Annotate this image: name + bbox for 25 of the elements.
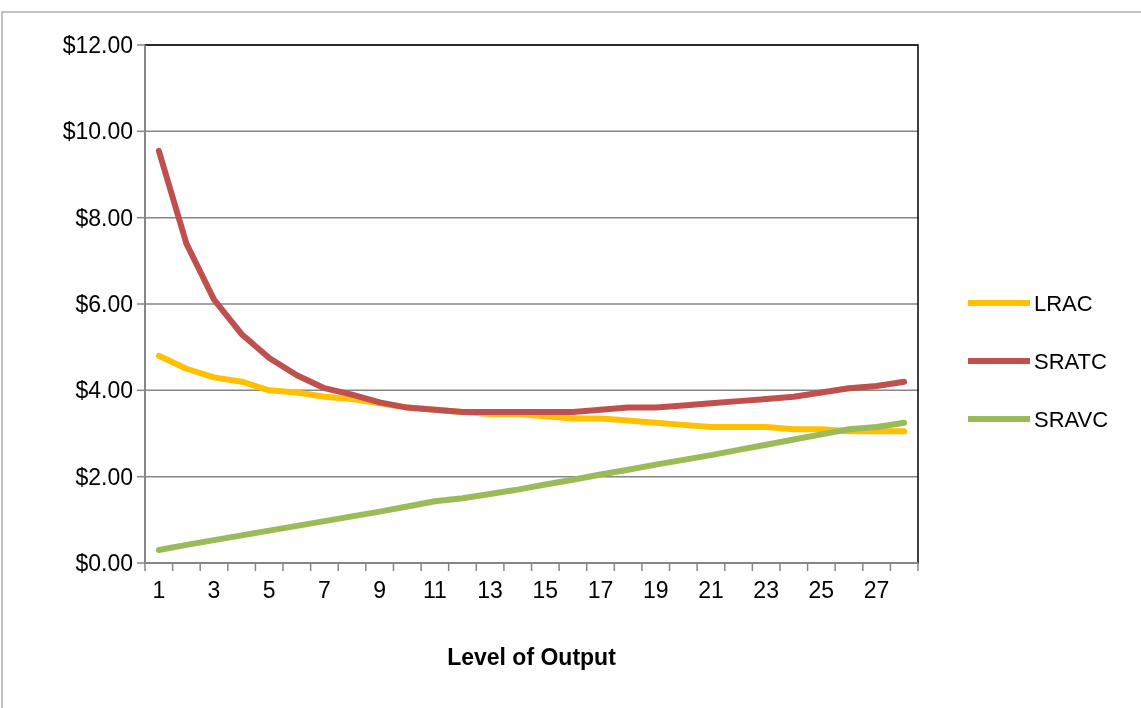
legend-label: SRAVC [1034,406,1109,432]
y-tick-label: $0.00 [75,550,133,577]
y-tick-label: $2.00 [75,463,133,490]
x-tick-label: 3 [207,577,221,603]
x-tick-label: 27 [863,577,890,603]
y-tick-label: $6.00 [75,291,133,318]
x-axis-title: Level of Output [447,644,617,670]
x-tick-label: 11 [422,577,447,603]
x-tick-label: 17 [587,577,614,603]
y-tick-label: $8.00 [75,204,133,231]
y-tick-label: $4.00 [75,377,133,404]
y-tick-label: $12.00 [62,32,133,59]
x-tick-label: 15 [532,577,559,603]
x-tick-label: 13 [477,577,503,603]
x-tick-label: 19 [642,577,669,603]
x-tick-label: 7 [318,577,331,603]
x-tick-label: 25 [808,577,835,603]
y-tick-label: $10.00 [62,118,133,145]
x-tick-label: 23 [753,577,779,603]
legend-label: LRAC [1034,290,1093,316]
x-tick-label: 5 [262,577,276,603]
x-tick-label: 21 [698,577,724,603]
x-tick-label: 1 [152,577,166,603]
x-tick-label: 9 [373,577,387,603]
legend-label: SRATC [1034,348,1108,374]
